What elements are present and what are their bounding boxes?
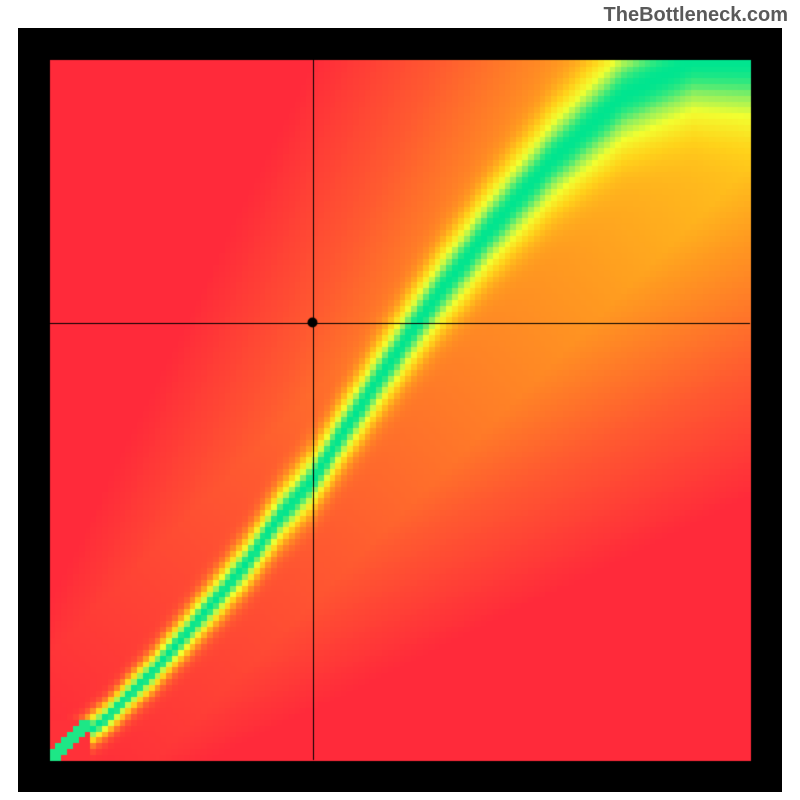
heatmap-canvas (18, 28, 782, 792)
attribution-text: TheBottleneck.com (604, 4, 788, 27)
bottleneck-heatmap (18, 28, 782, 792)
